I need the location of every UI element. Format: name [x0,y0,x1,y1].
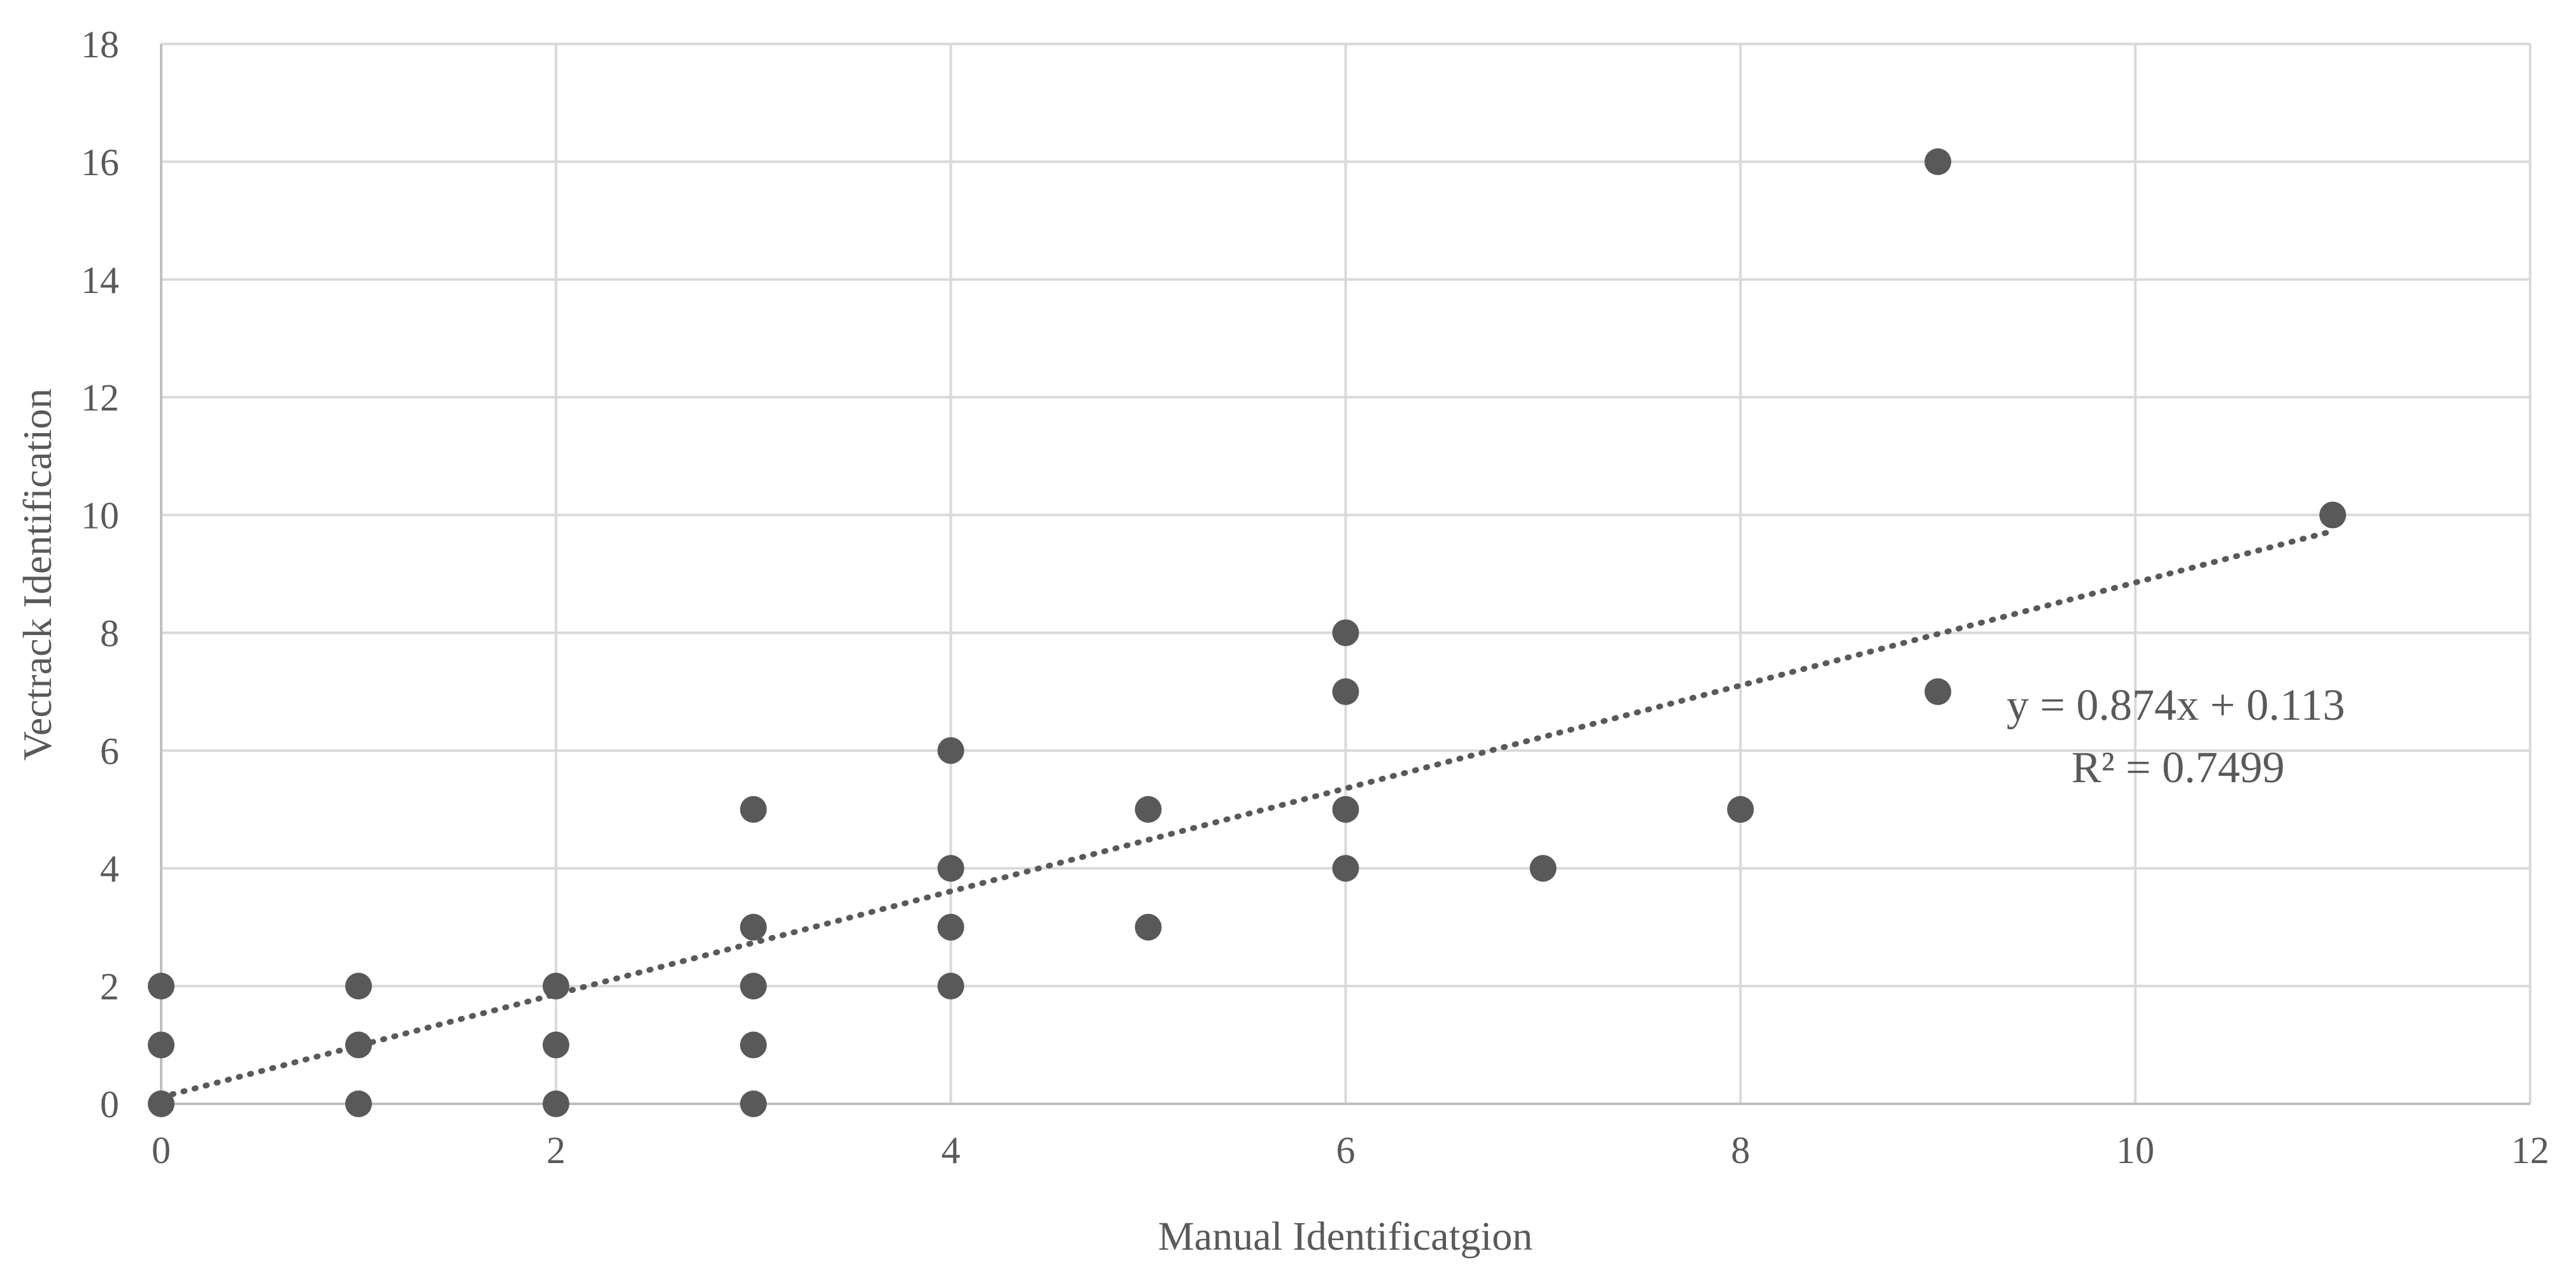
data-point [1332,855,1359,882]
x-tick-label: 4 [941,1129,961,1171]
r-squared-label: R² = 0.7499 [2072,743,2285,792]
data-point [345,1031,372,1059]
data-point [1134,796,1162,823]
data-point [937,855,964,882]
data-point [937,737,964,764]
data-point [1332,678,1359,705]
y-tick-label: 6 [100,730,119,772]
data-point [345,973,372,1000]
data-point [148,1090,175,1117]
data-point [740,913,767,941]
y-axis-title: Vectrack Identification [15,389,60,761]
data-point [542,1090,569,1117]
x-tick-label: 12 [2511,1129,2549,1171]
data-point [740,1090,767,1117]
y-tick-labels: 0 2 4 6 8 10 12 14 16 18 [81,24,119,1125]
data-point [937,913,964,941]
data-point [937,973,964,1000]
grid [160,43,2531,1105]
x-tick-label: 2 [547,1129,566,1171]
data-point [740,1031,767,1059]
x-tick-label: 6 [1336,1129,1356,1171]
x-tick-label: 10 [2116,1129,2154,1171]
data-points [148,148,2347,1117]
data-point [1332,796,1359,823]
x-tick-label: 0 [152,1129,171,1171]
trendline-equation: y = 0.874x + 0.113 [2007,681,2345,730]
y-tick-label: 12 [81,377,119,419]
data-point [1924,148,1952,175]
data-point [1332,619,1359,647]
y-tick-label: 14 [81,259,119,301]
data-point [345,1090,372,1117]
data-point [2319,501,2347,529]
data-point [148,973,175,1000]
data-point [1727,796,1754,823]
data-point [1529,855,1557,882]
data-point [740,796,767,823]
y-tick-label: 4 [100,848,119,890]
data-point [542,973,569,1000]
y-tick-label: 18 [81,24,119,66]
y-tick-label: 0 [100,1083,119,1125]
y-tick-label: 16 [81,141,119,183]
data-point [740,973,767,1000]
x-axis-title: Manual Identificatgion [1158,1213,1533,1259]
data-point [1924,678,1952,705]
data-point [542,1031,569,1059]
x-tick-labels: 0 2 4 6 8 10 12 [152,1129,2549,1171]
y-tick-label: 2 [100,966,119,1008]
data-point [1134,913,1162,941]
y-tick-label: 10 [81,495,119,537]
data-point [148,1031,175,1059]
trendline [158,528,2336,1101]
y-tick-label: 8 [100,612,119,654]
x-tick-label: 8 [1731,1129,1750,1171]
